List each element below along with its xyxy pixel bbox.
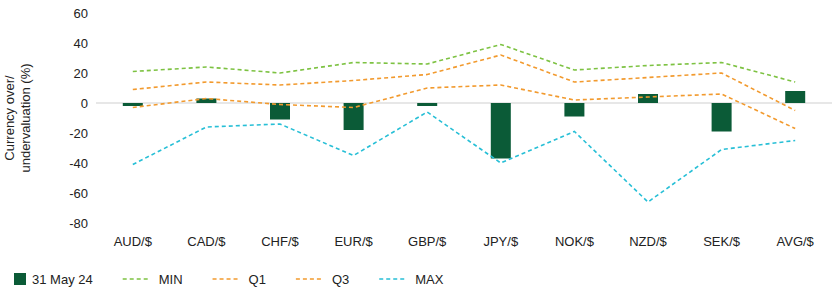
y-tick-label: -40 bbox=[69, 156, 88, 171]
x-tick-label: SEK/$ bbox=[703, 234, 741, 249]
bar bbox=[564, 103, 584, 117]
series-line bbox=[133, 55, 795, 111]
y-axis-label: Currency over/undervaluation (%) bbox=[2, 63, 33, 172]
y-tick bbox=[92, 103, 95, 104]
bar bbox=[638, 94, 658, 103]
legend-swatch bbox=[123, 278, 151, 280]
x-tick-label: EUR/$ bbox=[334, 234, 373, 249]
y-axis-label-line: Currency over/ bbox=[2, 75, 17, 161]
y-tick-label: 40 bbox=[74, 36, 88, 51]
y-axis-label-line: undervaluation (%) bbox=[18, 63, 33, 172]
bar bbox=[712, 103, 732, 132]
series-line bbox=[133, 85, 795, 129]
y-tick bbox=[92, 223, 95, 224]
x-tick-label: NZD/$ bbox=[629, 234, 667, 249]
x-tick-label: NOK/$ bbox=[555, 234, 595, 249]
legend-label: Q1 bbox=[249, 272, 266, 287]
bar bbox=[196, 99, 216, 104]
plot-area bbox=[123, 45, 805, 203]
legend-label: MIN bbox=[159, 272, 183, 287]
y-tick bbox=[92, 43, 95, 44]
y-tick-label: 20 bbox=[74, 66, 88, 81]
y-tick-label: -20 bbox=[69, 126, 88, 141]
bar bbox=[344, 103, 364, 130]
legend-swatch bbox=[14, 273, 26, 285]
chart-svg: -80 -60 -40 -20 0 20 40 60 Currency over/underva… bbox=[0, 0, 840, 300]
y-tick-label: 0 bbox=[81, 96, 88, 111]
series-line bbox=[133, 45, 795, 83]
legend-label: MAX bbox=[415, 272, 444, 287]
y-tick bbox=[92, 73, 95, 74]
bar bbox=[785, 91, 805, 103]
legend-label: 31 May 24 bbox=[32, 272, 93, 287]
x-tick-label: AVG/$ bbox=[777, 234, 815, 249]
y-tick-label: 60 bbox=[74, 6, 88, 21]
bar bbox=[417, 103, 437, 106]
legend-swatch bbox=[379, 278, 407, 280]
y-tick-label: -80 bbox=[69, 216, 88, 231]
bar bbox=[491, 103, 511, 159]
legend-label: Q3 bbox=[332, 272, 349, 287]
x-tick-label: CHF/$ bbox=[261, 234, 299, 249]
legend-swatch bbox=[296, 278, 324, 280]
chart-container: -80 -60 -40 -20 0 20 40 60 Currency over/underva… bbox=[0, 0, 840, 300]
y-tick-label: -60 bbox=[69, 186, 88, 201]
y-tick bbox=[92, 13, 95, 14]
y-tick bbox=[92, 163, 95, 164]
bar bbox=[123, 103, 143, 106]
x-tick-label: AUD/$ bbox=[114, 234, 153, 249]
x-tick-label: CAD/$ bbox=[187, 234, 226, 249]
legend-swatch bbox=[213, 278, 241, 280]
y-tick bbox=[92, 133, 95, 134]
y-tick bbox=[92, 193, 95, 194]
x-tick-label: JPY/$ bbox=[483, 234, 518, 249]
series-line bbox=[133, 112, 795, 202]
x-tick-label: GBP/$ bbox=[408, 234, 447, 249]
